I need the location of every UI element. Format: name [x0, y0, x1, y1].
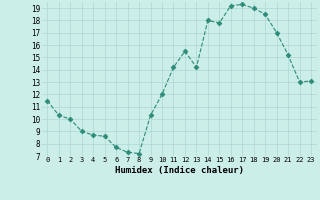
X-axis label: Humidex (Indice chaleur): Humidex (Indice chaleur) [115, 166, 244, 175]
